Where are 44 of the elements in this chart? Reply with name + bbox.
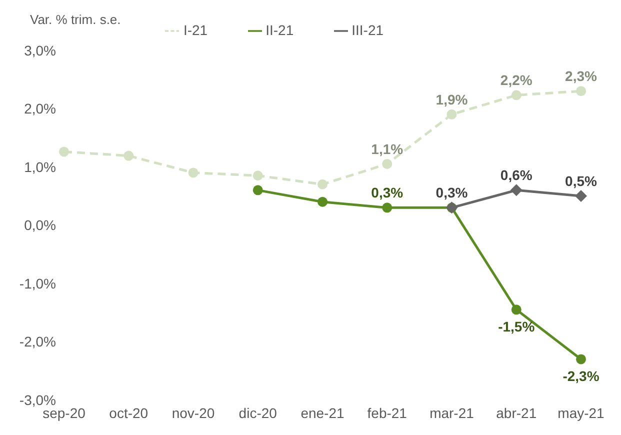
point [576,86,586,96]
point [576,354,586,364]
point [510,184,522,196]
data-label: 0,3% [436,184,468,201]
y-tick-label: 0,0% [24,217,56,234]
point [318,196,328,207]
point [511,304,522,315]
x-tick-label: mar-21 [430,404,474,421]
y-tick-label: 1,0% [24,158,56,175]
data-label: 0,5% [565,173,598,190]
y-tick-label: 3,0% [24,42,56,58]
point [59,146,69,157]
data-label: -2,3% [562,368,600,384]
point [446,109,457,120]
x-tick-label: dic-20 [238,404,278,421]
data-label: 0,3% [371,184,404,201]
x-tick-label: ene-21 [300,404,345,421]
legend-label: III-21 [352,22,384,38]
y-axis-title: Var. % trim. s.e. [30,12,121,27]
point [318,179,328,190]
point [575,190,587,202]
legend-label: I-21 [183,22,208,38]
point [382,202,392,213]
y-tick-label: 2,0% [24,100,56,117]
y-tick-label: -2,0% [19,334,56,350]
point [252,170,263,181]
x-tick-label: abr-21 [496,404,537,421]
point [511,90,522,100]
point [252,185,263,196]
x-tick-label: feb-21 [367,404,408,421]
legend-label: II-21 [266,22,294,38]
data-label: 1,1% [371,140,404,157]
point [382,158,392,169]
data-label: 0,6% [500,167,533,184]
data-label: -1,5% [498,318,536,335]
point [188,168,198,178]
y-tick-label: -1,0% [19,275,56,292]
x-tick-label: oct-20 [109,404,148,421]
data-label: 2,3% [565,68,598,84]
x-tick-label: nov-20 [172,404,215,421]
data-label: 1,9% [436,91,468,108]
data-label: 2,2% [500,72,533,88]
x-tick-label: may-21 [558,404,605,421]
point [124,150,134,161]
